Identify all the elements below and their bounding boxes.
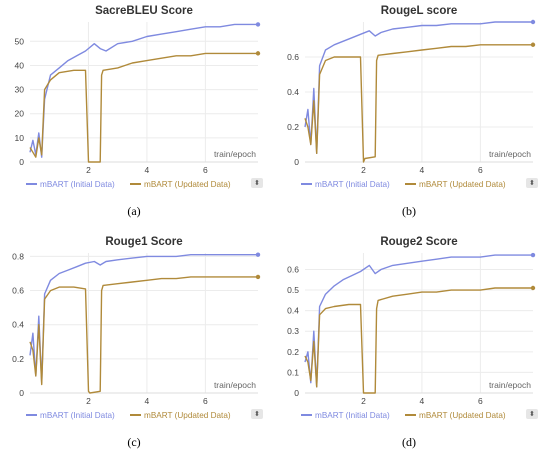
legend-label: mBART (Updated Data) (419, 180, 506, 189)
series-end-point (530, 252, 536, 258)
subfigure-caption: (c) (127, 435, 140, 449)
x-tick-label: 6 (203, 396, 208, 406)
y-tick-label: 0.6 (12, 286, 24, 296)
x-tick-label: 4 (420, 165, 425, 175)
y-tick-label: 0.4 (287, 87, 299, 97)
x-tick-label: 6 (478, 396, 483, 406)
legend-label: mBART (Updated Data) (419, 411, 506, 420)
series-end-point (255, 22, 261, 27)
x-tick-label: 6 (203, 165, 208, 175)
series-line-initial (29, 23, 258, 158)
subfigure-caption: (a) (127, 204, 140, 218)
legend-label: mBART (Initial Data) (315, 180, 390, 189)
series-end-point (530, 19, 536, 25)
x-tick-label: 2 (86, 165, 91, 175)
chart-panel-a: SacreBLEU Score 0 10 20 30 40 50 2 4 6 train/epoch… (0, 0, 275, 231)
legend-label: mBART (Initial Data) (40, 180, 115, 189)
y-tick-label: 0.8 (12, 251, 24, 261)
series-end-point (255, 51, 261, 56)
y-tick-label: 0.2 (12, 354, 24, 364)
chart-title: SacreBLEU Score (95, 5, 193, 17)
series-end-point (530, 42, 536, 47)
chart-svg: Rouge1 Score 0 0.2 0.4 0.6 0.8 2 4 6 train/epoch m… (12, 236, 261, 449)
y-tick-label: 0.2 (287, 347, 299, 357)
chart-title: Rouge2 Score (380, 236, 457, 248)
x-tick-label: 2 (361, 165, 366, 175)
x-axis-label: train/epoch (214, 380, 256, 390)
x-tick-label: 4 (145, 165, 150, 175)
chart-svg: RougeL score 0 0.2 0.4 0.6 2 4 6 train/epoch mBAR… (287, 5, 536, 218)
series-line-updated (29, 276, 258, 394)
sort-arrows-icon[interactable]: ⬍ (526, 409, 538, 419)
y-tick-label: 50 (15, 36, 25, 46)
legend-label: mBART (Initial Data) (40, 411, 115, 420)
series-line-initial (29, 254, 258, 384)
chart-title: Rouge1 Score (105, 236, 182, 248)
sort-arrows-icon[interactable]: ⬍ (526, 178, 538, 188)
x-tick-label: 4 (420, 396, 425, 406)
x-tick-label: 2 (86, 396, 91, 406)
x-tick-label: 6 (478, 165, 483, 175)
y-tick-label: 30 (15, 85, 25, 95)
series-end-point (530, 285, 536, 291)
x-axis-label: train/epoch (489, 149, 531, 159)
y-tick-label: 40 (15, 60, 25, 70)
series-line-updated (304, 44, 533, 163)
x-axis-label: train/epoch (489, 380, 531, 390)
y-tick-label: 0.3 (287, 326, 299, 336)
y-tick-label: 0.4 (12, 320, 24, 330)
legend-label: mBART (Updated Data) (144, 411, 231, 420)
chart-svg: Rouge2 Score 0 0.1 0.2 0.3 0.4 0.5 0.6 2 4 6 train/… (287, 236, 536, 449)
x-tick-label: 4 (145, 396, 150, 406)
chart-panel-c: Rouge1 Score 0 0.2 0.4 0.6 0.8 2 4 6 train/epoch m… (0, 231, 275, 462)
y-tick-label: 0.5 (287, 285, 299, 295)
y-tick-label: 0 (19, 388, 24, 398)
y-tick-label: 20 (15, 109, 25, 119)
y-tick-label: 0.1 (287, 367, 299, 377)
chart-title: RougeL score (381, 5, 457, 17)
series-end-point (255, 274, 261, 280)
legend-label: mBART (Initial Data) (315, 411, 390, 420)
chart-panel-d: Rouge2 Score 0 0.1 0.2 0.3 0.4 0.5 0.6 2 4 6 train/… (275, 231, 550, 462)
series-line-initial (304, 254, 533, 388)
series-end-point (255, 252, 261, 257)
subfigure-caption: (d) (402, 435, 416, 449)
y-tick-label: 0.4 (287, 306, 299, 316)
series-line-initial (304, 21, 533, 155)
y-tick-label: 10 (15, 133, 25, 143)
chart-svg: SacreBLEU Score 0 10 20 30 40 50 2 4 6 train/epoch… (15, 5, 261, 218)
legend-label: mBART (Updated Data) (144, 180, 231, 189)
x-axis-label: train/epoch (214, 149, 256, 159)
y-tick-label: 0.2 (287, 122, 299, 132)
chart-panel-b: RougeL score 0 0.2 0.4 0.6 2 4 6 train/epoch mBAR… (275, 0, 550, 231)
sort-arrows-icon[interactable]: ⬍ (251, 178, 263, 188)
series-line-updated (304, 287, 533, 394)
series-line-updated (29, 52, 258, 163)
y-tick-label: 0 (294, 157, 299, 167)
y-tick-label: 0 (19, 157, 24, 167)
y-tick-label: 0 (294, 388, 299, 398)
y-tick-label: 0.6 (287, 52, 299, 62)
x-tick-label: 2 (361, 396, 366, 406)
y-tick-label: 0.6 (287, 264, 299, 274)
subfigure-caption: (b) (402, 204, 416, 218)
sort-arrows-icon[interactable]: ⬍ (251, 409, 263, 419)
